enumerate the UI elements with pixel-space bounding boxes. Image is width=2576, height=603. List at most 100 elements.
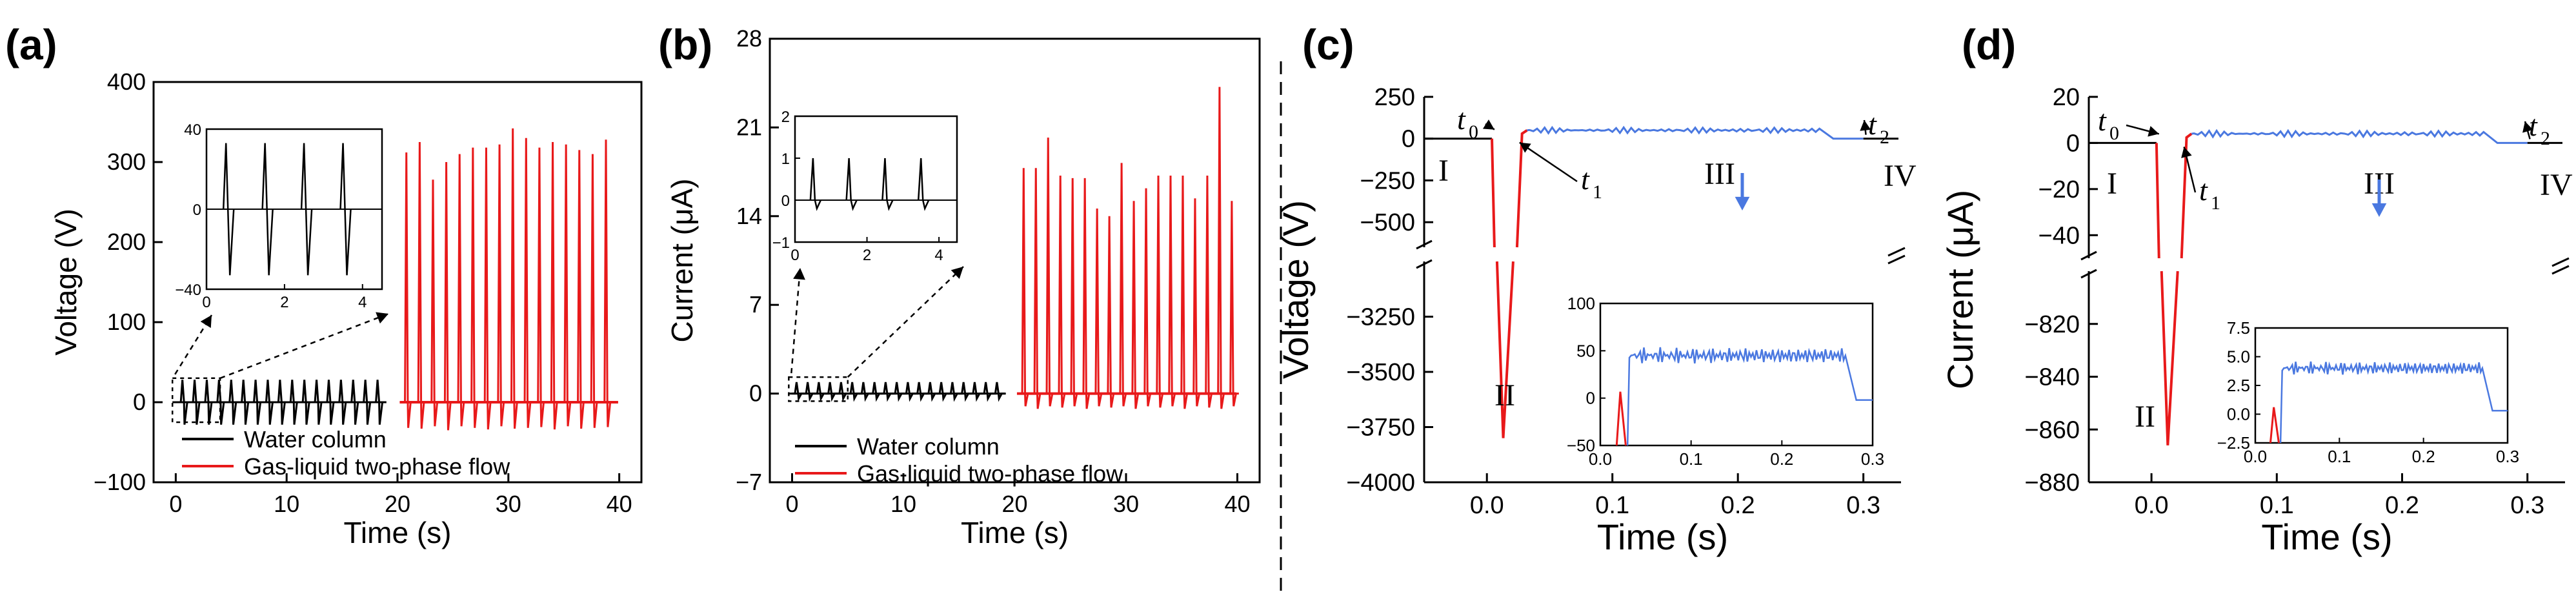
inset-spike — [339, 143, 352, 276]
panel-label-a: (a) — [5, 21, 57, 68]
water-column-spike — [238, 380, 252, 425]
gas-liquid-spike — [1129, 201, 1142, 409]
inset-x-tick-label: 0.0 — [2244, 447, 2267, 466]
y-tick-label: 200 — [107, 229, 146, 255]
water-column-spike — [275, 380, 288, 425]
gas-liquid-spike — [428, 179, 440, 427]
water-column-spike — [791, 382, 805, 402]
t1-label: t — [2199, 174, 2208, 207]
gas-liquid-spike — [1191, 198, 1202, 407]
t0-label: t — [2098, 104, 2107, 137]
panel-label-c: (c) — [1302, 21, 1354, 68]
water-column-spike — [869, 382, 883, 402]
panel-c: 0.0 0.1 0.2 0.32500−250−500−3250−3500−3750−… — [1275, 84, 1917, 557]
gas-liquid-spike — [468, 147, 480, 428]
x-tick-label: 0.1 — [1595, 492, 1629, 519]
x-axis-label: Time (s) — [2261, 516, 2392, 557]
y-tick-label: −500 — [1360, 209, 1415, 236]
water-column-spike — [348, 380, 361, 425]
t2-label-sub: 2 — [2541, 128, 2550, 149]
zoom-arrow-head — [200, 315, 212, 328]
inset-spike — [917, 158, 930, 211]
inset-y-tick-label: −50 — [1567, 436, 1595, 455]
axis-break-mark — [2080, 269, 2097, 279]
inset-spike — [261, 143, 274, 276]
t1-label: t — [1581, 163, 1590, 196]
inset-x-tick-label: 4 — [934, 247, 943, 264]
inset-spike — [300, 143, 313, 276]
axis-break-mark — [1416, 259, 1433, 269]
gas-liquid-spike — [1227, 201, 1239, 407]
zoom-arrow-line — [174, 314, 213, 375]
t2-arrow-head — [2522, 121, 2533, 133]
water-column-spike — [825, 382, 838, 402]
t2-label: t — [1868, 108, 1877, 141]
t0-label-sub: 0 — [2109, 123, 2119, 144]
t0-arrow-head — [2148, 126, 2159, 137]
water-column-spike — [925, 382, 938, 402]
inset-x-tick-label: 0.3 — [2496, 447, 2519, 466]
t1-label-sub: 1 — [2211, 192, 2220, 214]
water-column-spike — [969, 382, 983, 402]
gas-liquid-spike — [601, 139, 614, 427]
gas-liquid-spike — [1031, 168, 1043, 409]
y-tick-label: −880 — [2024, 469, 2080, 496]
water-column-spike — [336, 380, 349, 425]
t2-label-sub: 2 — [1880, 127, 1889, 148]
gas-liquid-spike — [535, 147, 547, 427]
y-axis-label: Voltage (V) — [1275, 200, 1316, 379]
zoom-arrow-head — [951, 267, 963, 280]
water-column-spike — [892, 382, 905, 402]
water-column-spike — [803, 382, 816, 402]
trace-dip-bottom — [1495, 261, 1514, 438]
water-column-spike — [958, 382, 972, 402]
t1-label-sub: 1 — [1593, 181, 1602, 203]
inset-y-tick-label: 1 — [781, 150, 790, 168]
inset-x-tick-label: 4 — [358, 294, 367, 311]
x-tick-label: 30 — [496, 491, 521, 517]
panel-label-d: (d) — [1962, 21, 2016, 68]
y-tick-label: 14 — [736, 203, 762, 229]
legend-label-water: Water column — [244, 426, 387, 453]
x-tick-label: 0.2 — [2385, 492, 2419, 519]
gas-liquid-spike — [481, 147, 494, 430]
inset-plateau — [1626, 347, 1873, 446]
water-column-spike — [936, 382, 950, 402]
x-tick-label: 30 — [1113, 491, 1139, 517]
x-tick-label: 0 — [169, 491, 182, 517]
water-column-spike — [360, 380, 374, 425]
region-label-4: IV — [2540, 168, 2573, 202]
water-column-spike — [299, 380, 313, 425]
y-tick-label: 0 — [2066, 130, 2080, 157]
inset-frame — [794, 115, 958, 243]
axis-break-mark — [1887, 254, 1906, 265]
legend-label-gas: Gas-liquid two-phase flow — [244, 453, 510, 480]
water-column-spike — [323, 380, 337, 425]
region-label-4: IV — [1884, 159, 1917, 193]
t2-label: t — [2529, 109, 2538, 142]
panel-label-b: (b) — [658, 21, 712, 68]
x-tick-label: 40 — [607, 491, 632, 517]
gas-liquid-spike — [508, 128, 520, 429]
t1-arrow-head — [2181, 147, 2192, 158]
trace-plateau — [1527, 125, 1864, 140]
x-tick-label: 0 — [785, 491, 798, 517]
t2-arrow-head — [1860, 120, 1871, 131]
y-tick-label: −820 — [2024, 311, 2080, 338]
gas-liquid-spike — [495, 144, 507, 427]
y-tick-label: −40 — [2038, 222, 2080, 249]
water-column-spike — [250, 380, 264, 425]
gas-liquid-spike — [1068, 178, 1080, 407]
trace-dip-bottom — [2160, 271, 2179, 445]
axis-break-mark — [1416, 240, 1433, 250]
zoom-region-box — [788, 376, 849, 402]
inset-x-tick-label: 0 — [202, 294, 210, 311]
x-tick-label: 20 — [385, 491, 410, 517]
water-column-spike — [814, 382, 827, 402]
y-tick-label: −3250 — [1346, 304, 1415, 331]
t0-label: t — [1457, 103, 1466, 136]
gas-liquid-spike — [1215, 87, 1227, 409]
zoom-arrow-line — [219, 312, 389, 379]
gas-liquid-spike — [1178, 175, 1190, 409]
y-tick-label: −100 — [94, 469, 146, 495]
